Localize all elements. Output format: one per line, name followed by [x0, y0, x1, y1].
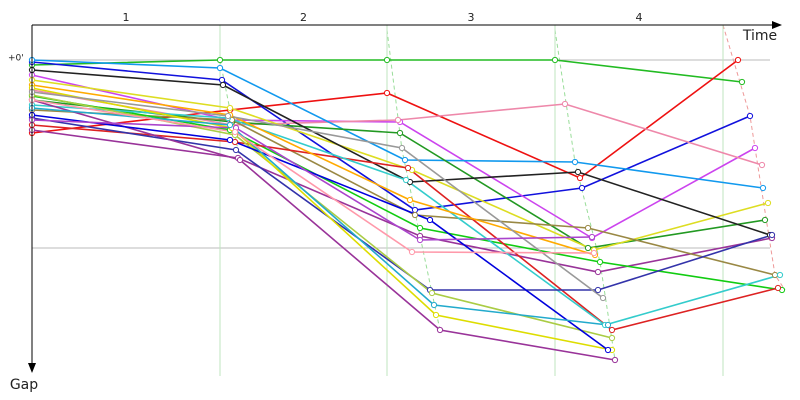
- point: [758, 161, 766, 169]
- point: [219, 81, 227, 89]
- point: [774, 284, 782, 292]
- point: [574, 168, 582, 176]
- point: [436, 326, 444, 334]
- plot: 1 2 3 4 +0': [8, 11, 786, 376]
- point: [594, 286, 602, 294]
- point: [430, 301, 438, 309]
- point: [761, 216, 769, 224]
- point: [416, 236, 424, 244]
- point: [432, 311, 440, 319]
- point: [231, 128, 239, 136]
- point: [604, 346, 612, 354]
- point: [594, 268, 602, 276]
- lap-dash-lines: [219, 24, 786, 361]
- point: [411, 211, 419, 219]
- series-line: [31, 99, 616, 361]
- point: [599, 294, 607, 302]
- point: [226, 104, 234, 112]
- point: [404, 164, 412, 172]
- point: [383, 89, 391, 97]
- point: [746, 112, 754, 120]
- point: [398, 144, 406, 152]
- point: [218, 76, 226, 84]
- point: [394, 116, 402, 124]
- point: [226, 121, 234, 129]
- point: [776, 271, 784, 279]
- series-line: [31, 107, 609, 326]
- series-line: [31, 117, 773, 291]
- lap-dash: [722, 24, 786, 291]
- point: [426, 216, 434, 224]
- point: [576, 174, 584, 182]
- point: [584, 244, 592, 252]
- series-line: [31, 84, 596, 256]
- series-line: [31, 69, 771, 236]
- point: [236, 156, 244, 164]
- point: [216, 56, 224, 64]
- series-line: [31, 104, 781, 326]
- point: [402, 176, 410, 184]
- y-axis-arrow: [28, 363, 36, 373]
- point: [584, 224, 592, 232]
- y-axis-label: Gap: [10, 377, 38, 393]
- point: [551, 56, 559, 64]
- point: [751, 144, 759, 152]
- point: [608, 334, 616, 342]
- point: [408, 248, 416, 256]
- point: [571, 158, 579, 166]
- lap-label: 3: [468, 11, 475, 24]
- point: [759, 184, 767, 192]
- point: [596, 258, 604, 266]
- point: [411, 206, 419, 214]
- point: [771, 271, 779, 279]
- point: [416, 224, 424, 232]
- point: [590, 249, 598, 257]
- point: [428, 289, 436, 297]
- lap-dash: [554, 29, 616, 361]
- lap-label: 4: [636, 11, 643, 24]
- lap-label: 2: [300, 11, 307, 24]
- point: [768, 231, 776, 239]
- point: [383, 56, 391, 64]
- lap-label: 1: [123, 11, 130, 24]
- point: [734, 56, 742, 64]
- point: [232, 146, 240, 154]
- point: [231, 138, 239, 146]
- point: [738, 78, 746, 86]
- point: [406, 196, 414, 204]
- point: [764, 199, 772, 207]
- y-tick-label: +0': [8, 54, 24, 64]
- point: [608, 326, 616, 334]
- series-line: [31, 87, 613, 351]
- point: [224, 112, 232, 120]
- point: [611, 356, 619, 364]
- point: [226, 136, 234, 144]
- series-line: [31, 99, 595, 254]
- point: [401, 156, 409, 164]
- point: [604, 321, 612, 329]
- x-axis-arrow: [772, 21, 782, 29]
- x-axis-label: Time: [742, 28, 777, 44]
- series-line: [31, 114, 609, 351]
- point: [396, 129, 404, 137]
- point: [588, 233, 596, 241]
- series-line: [31, 91, 604, 299]
- point: [578, 184, 586, 192]
- point: [216, 64, 224, 72]
- series-line: [31, 61, 751, 211]
- point: [561, 100, 569, 108]
- series-line: [31, 119, 593, 241]
